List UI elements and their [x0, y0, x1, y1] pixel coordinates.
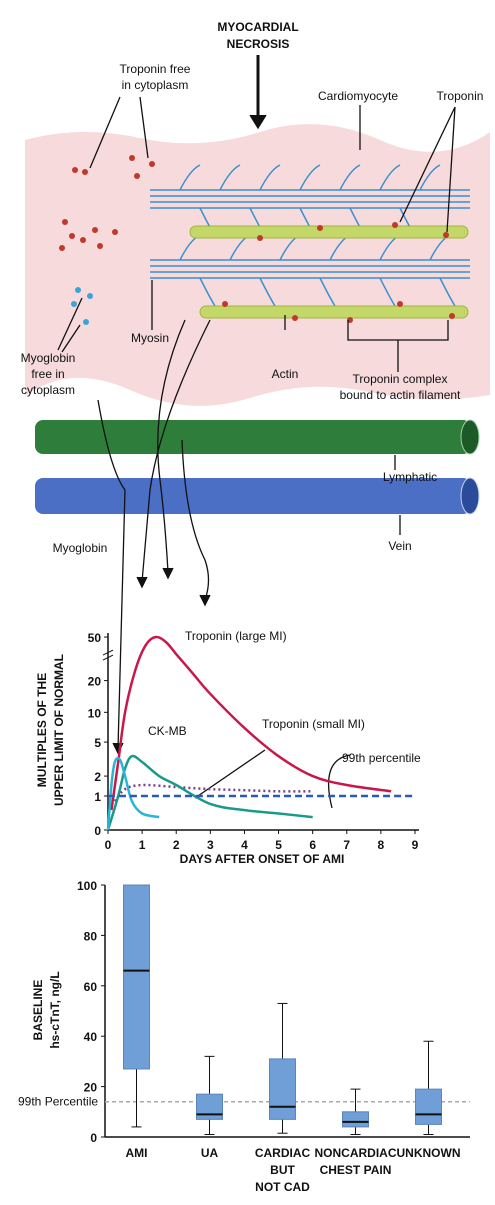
- label: Myosin: [131, 331, 169, 345]
- label: free in: [31, 367, 64, 381]
- title: NECROSIS: [227, 37, 290, 51]
- y-tick-label: 20: [88, 675, 102, 689]
- x-tick-label: 2: [173, 838, 180, 852]
- box: [415, 1088, 442, 1125]
- label: bound to actin filament: [340, 388, 461, 402]
- lymphatic-vessel: [35, 420, 471, 454]
- x-tick-label: 5: [275, 838, 282, 852]
- y-tick-label: 80: [84, 929, 98, 943]
- series-line: [106, 756, 160, 831]
- series-label: Troponin (large MI): [185, 629, 287, 643]
- label: Cardiomyocyte: [318, 89, 398, 103]
- y-axis-label: MULTIPLES OF THE: [35, 673, 49, 787]
- y-tick-label: 100: [77, 879, 97, 893]
- axis-break: [102, 649, 114, 661]
- y-axis-label: hs-cTnT, ng/L: [48, 971, 62, 1048]
- lymphatic-end: [460, 419, 480, 455]
- x-tick-label: BUT: [270, 1163, 295, 1177]
- x-tick-label: 6: [309, 838, 316, 852]
- y-tick-label: 0: [94, 824, 101, 838]
- myosin-filaments: [150, 164, 470, 307]
- y-tick-label: 5: [94, 736, 101, 750]
- series-line: [106, 754, 313, 831]
- title: MYOCARDIAL: [217, 20, 298, 34]
- x-tick-label: 4: [241, 838, 248, 852]
- reference-label: 99th Percentile: [18, 1095, 98, 1109]
- label: in cytoplasm: [122, 78, 189, 92]
- x-tick-label: 0: [105, 838, 112, 852]
- y-tick-label: 10: [88, 706, 102, 720]
- series-label: Myoglobin: [53, 541, 108, 555]
- actin-filaments: [189, 225, 469, 319]
- x-tick-label: 1: [139, 838, 146, 852]
- y-axis-label: BASELINE: [31, 980, 45, 1041]
- y-tick-label: 50: [88, 631, 102, 645]
- series-line: [113, 783, 313, 802]
- x-tick-label: NOT CAD: [255, 1180, 310, 1194]
- box: [123, 884, 150, 1070]
- label: Troponin: [437, 89, 484, 103]
- label: Myoglobin: [21, 351, 76, 365]
- box: [269, 1058, 296, 1120]
- series-label: CK-MB: [148, 724, 187, 738]
- x-tick-label: UA: [201, 1146, 219, 1160]
- series-line: [110, 635, 392, 811]
- x-tick-label: CHEST PAIN: [320, 1163, 392, 1177]
- label: Troponin complex: [353, 372, 448, 386]
- label: Vein: [388, 539, 411, 553]
- label: cytoplasm: [21, 383, 75, 397]
- y-tick-label: 1: [94, 790, 101, 804]
- x-tick-label: 3: [207, 838, 214, 852]
- y-tick-label: 0: [90, 1131, 97, 1145]
- label: Actin: [272, 367, 299, 381]
- x-tick-label: 7: [343, 838, 350, 852]
- diagram: MYOCARDIAL NECROSIS Troponin free in cyt…: [21, 20, 490, 809]
- label: Troponin free: [120, 62, 191, 76]
- x-tick-label: 8: [378, 838, 385, 852]
- y-axis-label: UPPER LIMIT OF NORMAL: [52, 654, 66, 806]
- x-tick-label: UNKNOWN: [397, 1146, 461, 1160]
- y-tick-label: 20: [84, 1081, 98, 1095]
- leader-lines: [57, 55, 456, 809]
- y-tick-label: 40: [84, 1030, 98, 1044]
- box: [342, 1111, 369, 1128]
- x-tick-label: NONCARDIAC: [315, 1146, 397, 1160]
- y-tick-label: 2: [94, 770, 101, 784]
- cell: [25, 124, 490, 406]
- x-tick-label: AMI: [126, 1146, 148, 1160]
- x-tick-label: CARDIAC: [255, 1146, 311, 1160]
- box: [196, 1093, 223, 1120]
- x-axis-label: DAYS AFTER ONSET OF AMI: [180, 852, 345, 866]
- series-label: 99th percentile: [342, 751, 421, 765]
- label: Lymphatic: [383, 470, 437, 484]
- vein-vessel: [35, 478, 471, 514]
- series-label: Troponin (small MI): [262, 717, 365, 731]
- x-tick-label: 9: [412, 838, 419, 852]
- troponin-dots: [59, 155, 455, 323]
- vein-end: [460, 477, 480, 515]
- myoglobin-dots: [71, 287, 93, 325]
- y-tick-label: 60: [84, 980, 98, 994]
